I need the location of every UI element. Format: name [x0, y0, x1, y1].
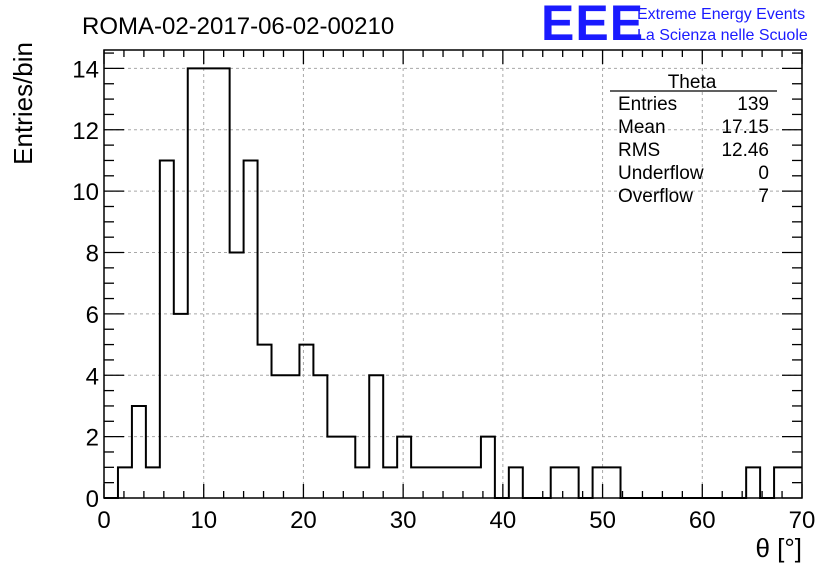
stats-row-label: RMS: [618, 140, 660, 161]
y-tick-label: 4: [86, 363, 99, 390]
eee-logo: EEE: [541, 0, 644, 51]
y-tick-label: 10: [72, 179, 99, 206]
grid-lines: [104, 50, 802, 498]
y-tick-label: 2: [86, 425, 99, 452]
stats-row-value: 0: [758, 163, 769, 184]
x-tick-label: 20: [290, 507, 317, 534]
stats-row-label: Overflow: [618, 186, 693, 207]
x-tick-labels: 0 10 20 30 40 50 60 70: [97, 507, 815, 534]
y-tick-label: 14: [72, 56, 99, 83]
stats-box: Theta Entries 139 Mean 17.15 RMS 12.46 Underfl…: [610, 72, 777, 207]
axis-ticks: [103, 50, 803, 499]
stats-row-value: 139: [737, 94, 769, 115]
y-axis-label: Entries/bin: [8, 42, 38, 165]
x-tick-label: 50: [589, 507, 616, 534]
x-axis-label: θ [°]: [755, 533, 802, 563]
y-tick-label: 8: [86, 241, 99, 268]
x-tick-label: 0: [97, 507, 110, 534]
y-tick-labels: 0 2 4 6 8 10 12 14: [72, 56, 99, 513]
y-tick-label: 0: [86, 486, 99, 513]
stats-row-label: Underflow: [618, 163, 704, 184]
chart-title: ROMA-02-2017-06-02-00210: [82, 13, 394, 40]
y-tick-label: 12: [72, 118, 99, 145]
stats-row-value: 17.15: [721, 117, 769, 138]
logo-line-2: La Scienza nelle Scuole: [637, 27, 808, 44]
stats-name: Theta: [668, 72, 717, 93]
stats-row-label: Mean: [618, 117, 666, 138]
x-tick-label: 60: [689, 507, 716, 534]
x-tick-label: 30: [390, 507, 417, 534]
y-tick-label: 6: [86, 302, 99, 329]
x-tick-label: 40: [490, 507, 517, 534]
stats-row-value: 7: [758, 186, 769, 207]
x-tick-label: 10: [190, 507, 217, 534]
stats-row-label: Entries: [618, 94, 677, 115]
histogram-series: [104, 67, 802, 499]
x-tick-label: 70: [789, 507, 816, 534]
logo-line-1: Extreme Energy Events: [637, 6, 805, 23]
plot-frame: [103, 49, 803, 499]
stats-row-value: 12.46: [721, 140, 769, 161]
